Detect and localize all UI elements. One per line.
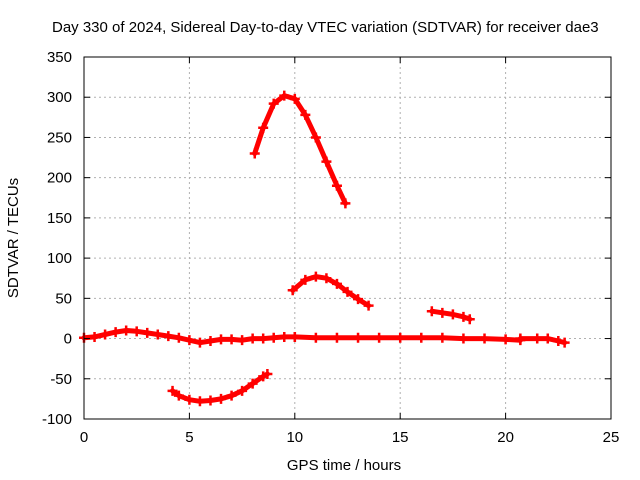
y-tick-label: 100 — [47, 250, 72, 267]
data-point — [437, 332, 448, 343]
data-point — [226, 334, 237, 345]
data-point — [353, 294, 364, 305]
data-point — [287, 285, 298, 296]
data-point — [279, 90, 290, 101]
data-point — [110, 327, 121, 338]
data-point — [300, 274, 311, 285]
data-point — [247, 378, 258, 389]
data-point — [89, 331, 100, 342]
data-point — [100, 329, 111, 340]
data-point — [205, 395, 216, 406]
points-arc-small-late — [426, 306, 475, 325]
y-tick-label: 250 — [47, 129, 72, 146]
data-point — [289, 93, 300, 104]
data-point — [262, 368, 273, 379]
data-point — [279, 331, 290, 342]
y-tick-label: -50 — [50, 371, 72, 388]
data-point — [340, 198, 351, 209]
data-point — [194, 396, 205, 407]
y-tick-label: 0 — [64, 331, 72, 348]
points-arc-medium-hump — [287, 271, 374, 311]
points-arc-trough — [167, 368, 273, 407]
data-point — [226, 390, 237, 401]
data-point — [152, 329, 163, 340]
data-point — [237, 385, 248, 396]
data-point — [216, 393, 227, 404]
data-point — [458, 333, 469, 344]
series-arc-large-peak — [252, 93, 348, 206]
data-point — [500, 334, 511, 345]
y-tick-label: -100 — [42, 411, 72, 428]
data-point — [426, 306, 437, 317]
x-tick-label: 0 — [80, 429, 88, 446]
data-point — [167, 385, 178, 396]
data-point — [553, 335, 564, 346]
data-point — [515, 333, 526, 344]
y-tick-label: 50 — [55, 290, 72, 307]
data-point — [184, 394, 195, 405]
data-point — [363, 300, 374, 311]
data-point — [216, 334, 227, 345]
series-layer — [79, 90, 570, 407]
data-point — [268, 98, 279, 109]
data-point — [184, 335, 195, 346]
data-point — [237, 335, 248, 346]
data-point — [331, 332, 342, 343]
data-point — [321, 156, 332, 167]
data-point — [542, 333, 553, 344]
data-point — [247, 333, 258, 344]
data-point — [374, 332, 385, 343]
data-point — [173, 390, 184, 401]
points-arc-large-peak — [249, 90, 351, 209]
data-point — [173, 332, 184, 343]
data-point — [342, 286, 353, 297]
data-point — [310, 332, 321, 343]
data-point — [331, 180, 342, 191]
data-point — [258, 333, 269, 344]
data-point — [163, 331, 174, 342]
x-tick-label: 20 — [497, 429, 514, 446]
axis-ticks: 0 5 10 15 20 25 -100 -50 0 50 100 150 200 250 300 350 — [42, 49, 619, 446]
data-point — [310, 132, 321, 143]
data-point — [249, 148, 260, 159]
chart-title: Day 330 of 2024, Sidereal Day-to-day VTE… — [52, 19, 599, 36]
data-point — [532, 333, 543, 344]
data-point — [479, 333, 490, 344]
grid — [84, 57, 611, 419]
x-tick-label: 5 — [185, 429, 193, 446]
y-tick-label: 350 — [47, 49, 72, 66]
data-point — [300, 109, 311, 120]
y-tick-label: 150 — [47, 210, 72, 227]
data-point — [142, 327, 153, 338]
data-point — [268, 332, 279, 343]
data-point — [447, 309, 458, 320]
x-tick-label: 15 — [392, 429, 409, 446]
data-point — [131, 326, 142, 337]
points-arc-baseline-late — [289, 331, 526, 346]
plot-frame — [83, 56, 612, 420]
points-arc-tail — [515, 333, 570, 348]
x-tick-label: 25 — [603, 429, 620, 446]
data-point — [353, 332, 364, 343]
data-point — [331, 278, 342, 289]
data-point — [194, 337, 205, 348]
data-point — [464, 314, 475, 325]
data-point — [458, 311, 469, 322]
data-point — [258, 122, 269, 133]
data-point — [321, 273, 332, 284]
data-point — [437, 307, 448, 318]
x-tick-label: 10 — [286, 429, 303, 446]
data-point — [416, 332, 427, 343]
data-point — [121, 325, 132, 336]
data-point — [310, 271, 321, 282]
data-point — [395, 332, 406, 343]
data-point — [289, 331, 300, 342]
y-tick-label: 300 — [47, 89, 72, 106]
y-axis-label: SDTVAR / TECUs — [5, 178, 22, 298]
data-point — [559, 337, 570, 348]
data-point — [205, 335, 216, 346]
x-axis-label: GPS time / hours — [287, 457, 401, 474]
y-tick-label: 200 — [47, 170, 72, 187]
